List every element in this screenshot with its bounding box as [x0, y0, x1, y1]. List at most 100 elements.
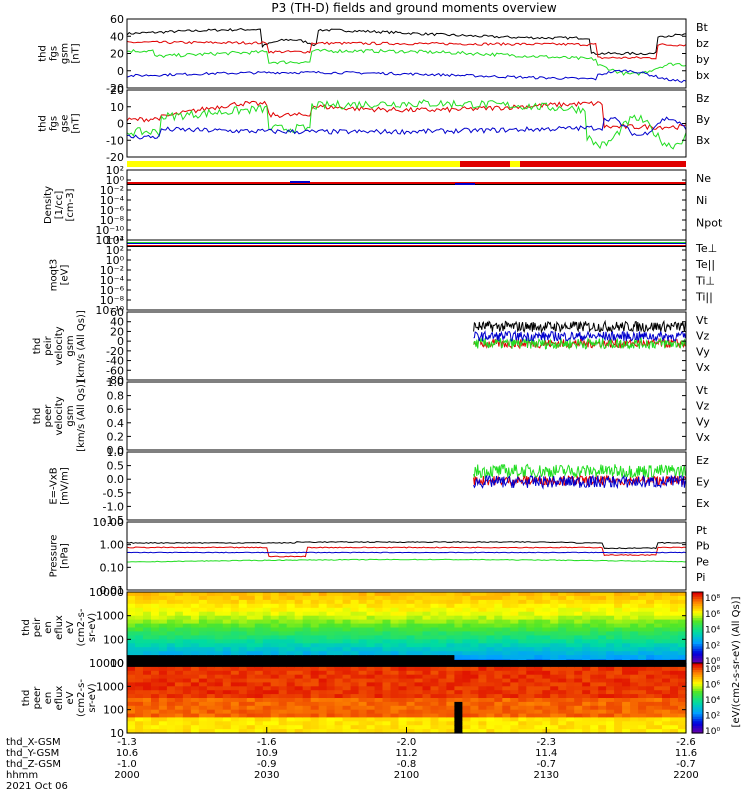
- electron-spectrogram-cell: [646, 713, 655, 719]
- electron-spectrogram-cell: [638, 682, 647, 687]
- ion-spectrogram-cell: [294, 619, 304, 625]
- electron-spectrogram-cell: [438, 705, 447, 711]
- electron-spectrogram-cell: [286, 725, 296, 730]
- electron-spectrogram-cell: [342, 729, 352, 734]
- electron-spectrogram-cell: [438, 674, 447, 680]
- electron-spectrogram-cell: [414, 682, 424, 687]
- electron-spectrogram-cell: [670, 729, 679, 734]
- ion-spectrogram-cell: [542, 607, 551, 613]
- electron-spectrogram-cell: [294, 698, 304, 703]
- electron-spectrogram-cell: [606, 709, 615, 715]
- ion-spectrogram-cell: [494, 603, 503, 609]
- electron-spectrogram-cell: [470, 674, 479, 680]
- ion-spectrogram-cell: [526, 651, 535, 656]
- ion-spectrogram-cell: [342, 639, 352, 644]
- electron-spectrogram-cell: [430, 721, 440, 726]
- ion-spectrogram-cell: [342, 603, 352, 609]
- electron-spectrogram-cell: [670, 686, 679, 691]
- date-label: 2021 Oct 06: [6, 781, 68, 792]
- electron-spectrogram-cell: [606, 690, 615, 695]
- electron-spectrogram-cell: [174, 701, 184, 707]
- electron-spectrogram-cell: [294, 705, 304, 711]
- electron-spectrogram-cell: [582, 701, 591, 707]
- ion-spectrogram-cell: [542, 595, 551, 601]
- ion-spectrogram-cell: [638, 647, 647, 652]
- electron-spectrogram-cell: [358, 701, 368, 707]
- electron-spectrogram-cell: [270, 678, 280, 684]
- y-axis-label-line: gse: [60, 115, 71, 133]
- electron-spectrogram-cell: [646, 698, 655, 703]
- pi-trace: [126, 551, 687, 554]
- orbit-value-y: 11.6: [675, 748, 697, 759]
- ion-spectrogram-cell: [350, 639, 360, 644]
- ion-spectrogram-cell: [286, 643, 296, 648]
- electron-spectrogram-cell: [478, 709, 487, 715]
- electron-spectrogram-cell: [438, 709, 447, 715]
- ion-spectrogram-cell: [302, 595, 312, 601]
- electron-spectrogram-cell: [166, 709, 176, 715]
- electron-spectrogram-cell: [238, 682, 248, 687]
- electron-spectrogram-cell: [494, 725, 503, 730]
- ion-spectrogram-cell: [374, 595, 384, 601]
- electron-spectrogram-cell: [270, 663, 280, 668]
- electron-spectrogram-cell: [566, 694, 575, 699]
- y-tick-label-density: 10⁻⁸: [100, 214, 125, 227]
- ion-spectrogram-cell: [254, 611, 264, 617]
- electron-spectrogram-cell: [438, 725, 447, 730]
- electron-spectrogram-cell: [510, 666, 519, 672]
- electron-spectrogram-cell: [438, 717, 447, 722]
- ion-spectrogram-cell: [550, 651, 559, 656]
- electron-spectrogram-cell: [127, 698, 136, 703]
- ion-spectrogram-cell: [190, 647, 200, 652]
- ion-spectrogram-cell: [310, 603, 320, 609]
- y-axis-label-electron_eflux: thdpeerenefluxeV(cm2-s-sr-eV): [21, 679, 98, 717]
- ion-spectrogram-cell: [246, 592, 256, 597]
- ion-spectrogram-cell: [135, 615, 144, 621]
- ion-spectrogram-cell: [414, 603, 424, 609]
- ion-spectrogram-cell: [182, 655, 192, 660]
- ion-spectrogram-cell: [406, 611, 416, 617]
- electron-spectrogram-cell: [230, 725, 240, 730]
- ion-spectrogram-cell: [318, 615, 328, 621]
- ion-spectrogram-cell: [278, 655, 288, 660]
- electron-spectrogram-cell: [502, 701, 511, 707]
- ion-spectrogram-cell: [510, 615, 519, 621]
- ion-spectrogram-cell: [598, 643, 607, 648]
- electron-spectrogram-cell: [318, 725, 328, 730]
- electron-spectrogram-cell: [310, 678, 320, 684]
- electron-spectrogram-cell: [206, 682, 216, 687]
- ion-spectrogram-cell: [222, 611, 232, 617]
- electron-spectrogram-cell: [374, 694, 384, 699]
- electron-spectrogram-cell: [158, 686, 168, 691]
- ion-spectrogram-cell: [654, 595, 663, 601]
- electron-spectrogram-cell: [606, 663, 615, 668]
- ion-spectrogram-cell: [630, 651, 639, 656]
- ion-spectrogram-cell: [654, 619, 663, 625]
- electron-spectrogram-cell: [135, 682, 144, 687]
- ion-spectrogram-cell: [326, 615, 336, 621]
- electron-spectrogram-cell: [214, 694, 224, 699]
- electron-spectrogram-cell: [206, 721, 216, 726]
- ion-spectrogram-cell: [350, 635, 360, 640]
- electron-spectrogram-cell: [374, 663, 384, 668]
- ion-spectrogram-cell: [638, 607, 647, 613]
- ion-spectrogram-cell: [135, 611, 144, 617]
- y-tick-label-ion_velocity: 60: [110, 306, 124, 319]
- electron-spectrogram-cell: [326, 670, 336, 676]
- electron-spectrogram-cell: [302, 705, 312, 711]
- electron-spectrogram-cell: [438, 663, 447, 668]
- electron-spectrogram-cell: [566, 701, 575, 707]
- electron-spectrogram-cell: [382, 666, 392, 672]
- electron-spectrogram-cell: [254, 701, 264, 707]
- ion-spectrogram-cell: [206, 623, 216, 629]
- electron-spectrogram-cell: [502, 678, 511, 684]
- ion-spectrogram-cell: [486, 631, 495, 636]
- legend-temperature-Ti⊥: Ti⊥: [695, 274, 715, 287]
- ion-spectrogram-cell: [174, 619, 184, 625]
- electron-spectrogram-cell: [654, 678, 663, 684]
- electron-spectrogram-cell: [574, 690, 583, 695]
- ion-spectrogram-cell: [334, 655, 344, 660]
- electron-spectrogram-cell: [510, 698, 519, 703]
- ion-spectrogram-cell: [166, 631, 176, 636]
- ion-spectrogram-cell: [326, 607, 336, 613]
